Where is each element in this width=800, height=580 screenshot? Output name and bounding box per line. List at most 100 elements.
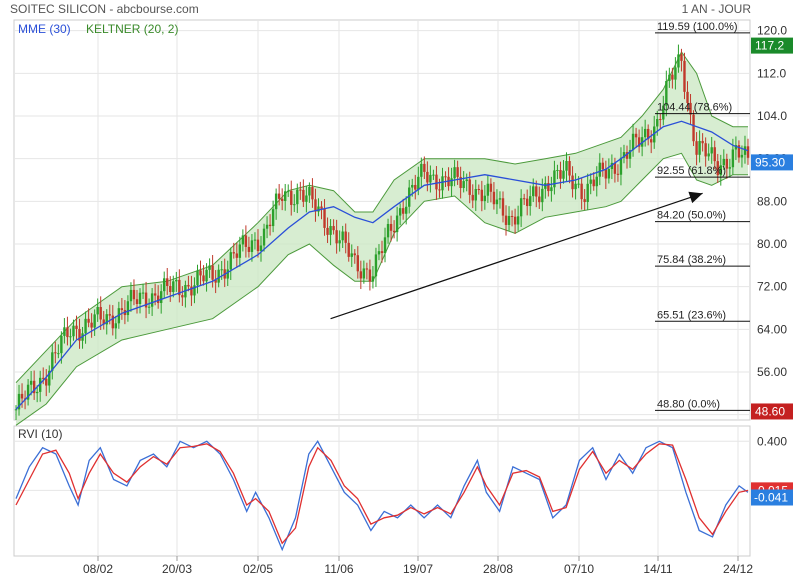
candle [335,230,338,244]
price-tick-label: 120.0 [757,24,787,38]
candle [522,198,526,200]
candle [338,240,341,244]
candle [187,284,190,287]
candle [592,179,595,187]
candle [32,380,36,394]
candle [75,325,78,329]
candle [586,183,589,203]
fib-label: 84.20 (50.0%) [657,210,726,222]
candle [571,175,574,190]
candle [701,140,704,144]
candle [426,171,429,183]
date-axis: 08/02 20/03 02/05 11/06 19/07 28/08 07/10 14/11… [83,556,753,576]
candle [453,167,456,179]
candle [589,179,592,184]
price-badge-label: 48.60 [755,404,785,418]
candle [90,322,93,328]
candle [57,353,60,355]
candle [577,183,580,185]
candle [211,265,214,280]
candle [516,216,520,225]
candle [181,295,184,298]
candle [311,186,314,200]
candle [616,173,620,175]
date-tick-label: 11/06 [324,562,353,576]
candle [698,140,701,155]
rvi-grid [14,426,750,556]
candle [689,102,692,115]
legend-rvi: RVI (10) [18,427,62,441]
candle [401,208,405,214]
candle [444,176,447,178]
candle [63,327,66,336]
candle [683,60,686,92]
candle [395,215,399,233]
price-tick-label: 104.0 [757,109,787,123]
fib-label: 104.44 (78.6%) [657,102,732,114]
candle [707,153,710,157]
candle [668,74,671,82]
candle [268,224,272,227]
candle [362,268,366,279]
candle [190,286,193,296]
keltner-fill [16,52,748,426]
candle [398,208,402,216]
candle [595,176,598,187]
candle [432,174,435,176]
arrow-head [688,191,703,204]
candle [359,271,363,279]
candle [656,119,659,127]
candle [628,150,632,159]
candle [380,251,384,254]
candle [323,208,326,228]
candle [637,137,641,147]
candle [302,189,305,202]
candle [347,242,350,257]
candle [435,174,438,190]
candle [196,270,199,286]
candle [54,352,57,354]
candle [547,182,550,192]
candle [719,165,722,176]
candle [265,224,269,229]
candle [429,174,432,183]
candle [229,252,232,270]
candle [529,196,532,207]
candle [199,270,202,276]
candle [178,279,181,296]
candle [613,162,617,174]
candle [740,154,744,158]
candle [93,314,96,328]
candle [341,231,344,241]
candle [84,318,87,334]
candle [193,285,196,296]
candle [489,183,493,192]
candle [492,191,496,205]
candle [256,239,260,252]
price-badge [751,154,793,171]
keltner-lower-line [15,152,748,426]
candle [208,265,211,270]
fibonacci-levels: 119.59 (100.0%) 104.44 (78.6%) 92.55 (61.8… [655,21,750,411]
candle [643,128,647,138]
candle [389,223,393,231]
fib-label: 119.59 (100.0%) [657,21,738,33]
candle [172,281,175,293]
candle [619,157,623,175]
candle [299,189,302,191]
candle [659,119,662,121]
candle [214,279,217,283]
candle [78,328,81,341]
rvi-signal-line [15,443,749,545]
candle [462,181,465,189]
candle [465,179,468,182]
rvi-badge-label: -0.041 [754,491,788,505]
candle [356,255,360,272]
candle [650,139,653,143]
candle [262,228,266,246]
candle [411,184,414,188]
candle [247,246,251,252]
candle [580,183,583,200]
candle [716,161,719,176]
candle [559,170,562,179]
